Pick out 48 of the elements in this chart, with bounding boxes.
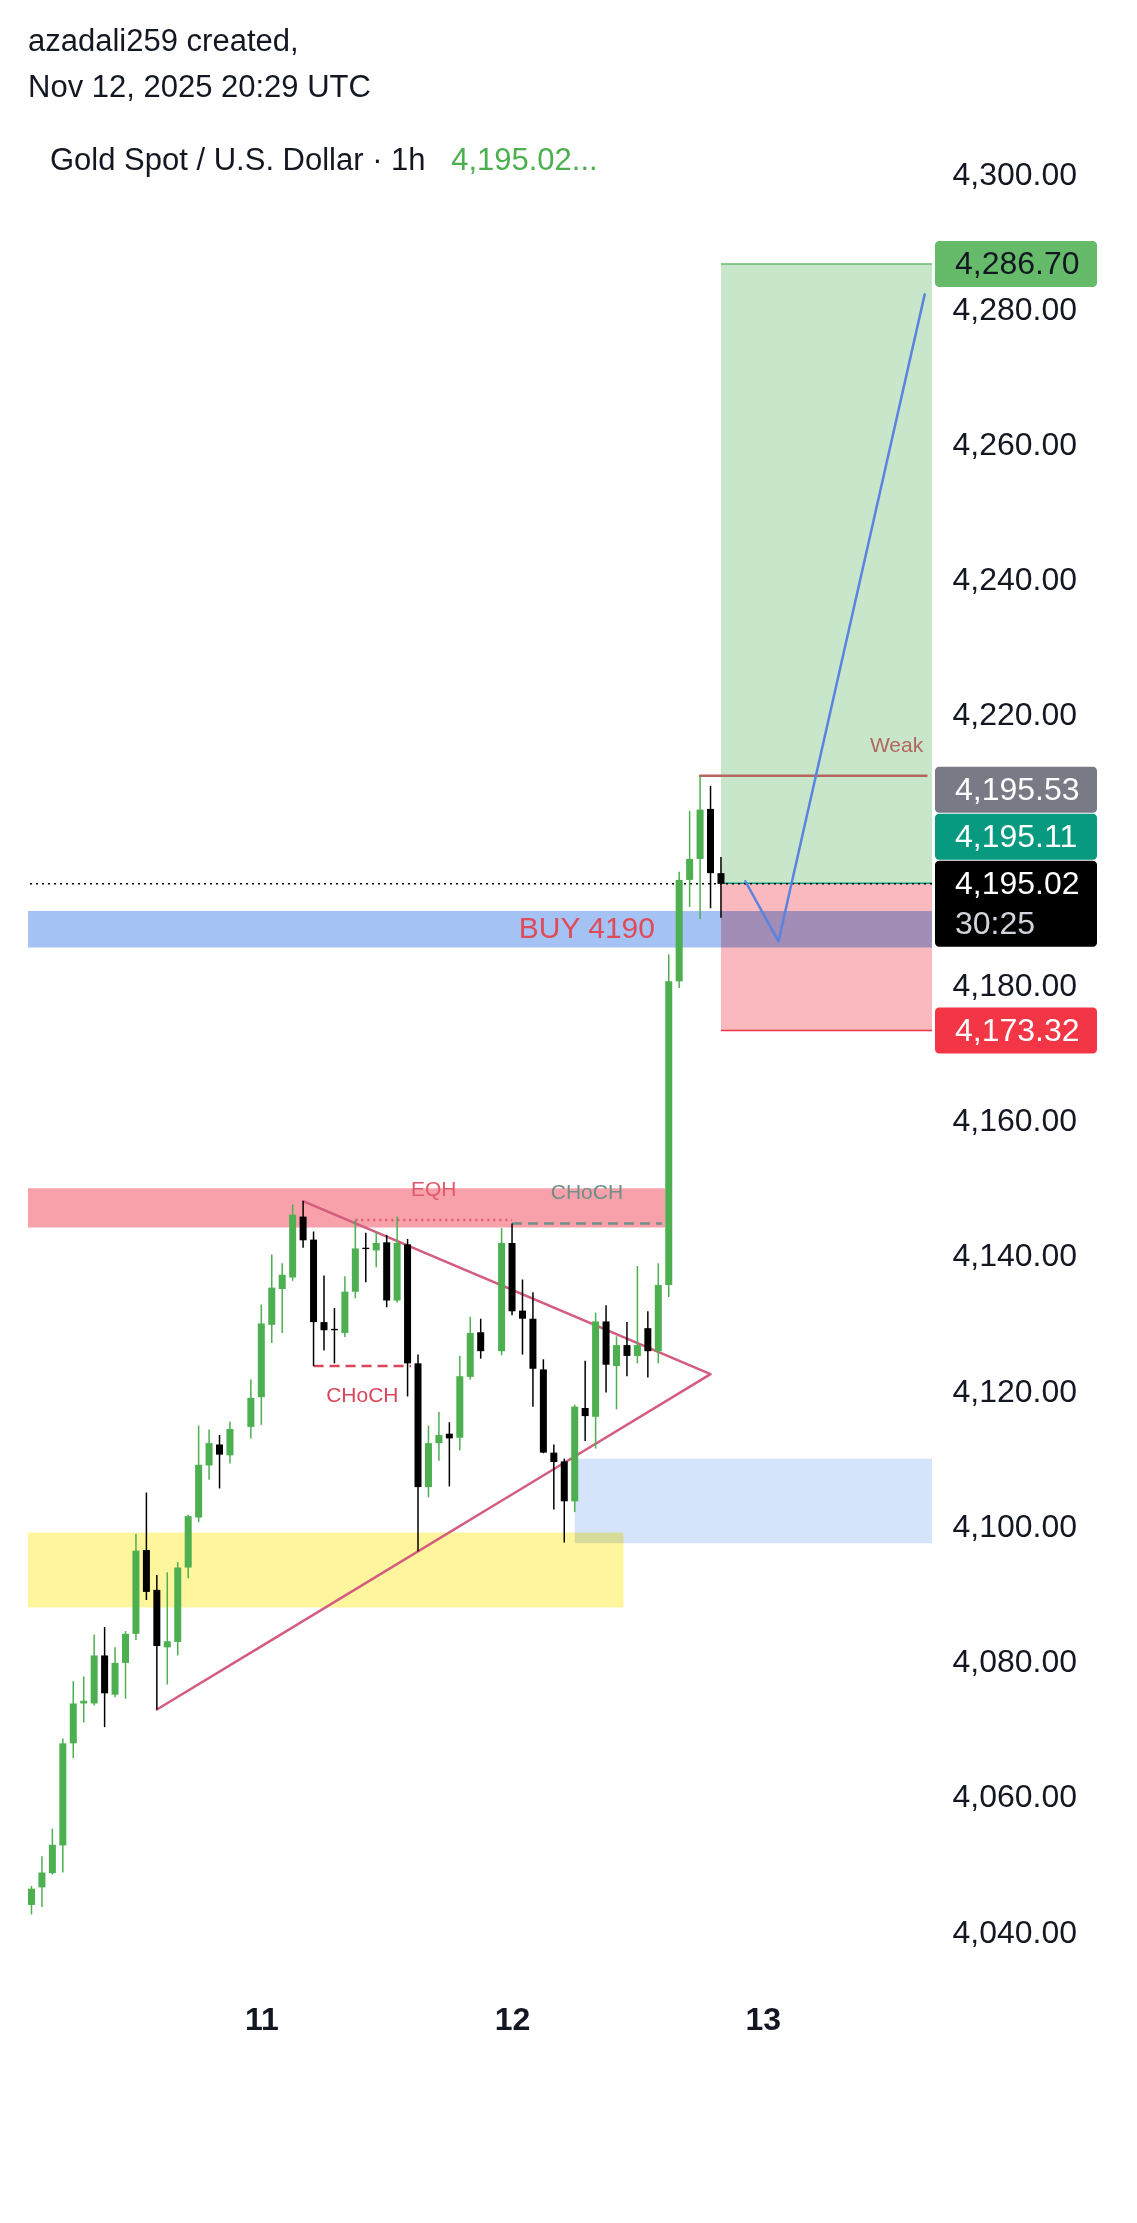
- annotation: 4,195.02...: [451, 142, 598, 177]
- text: 4,195.53: [955, 770, 1080, 807]
- candlestick: [320, 1274, 328, 1352]
- candlestick: [550, 1443, 558, 1511]
- x-tick-label: 11: [244, 2000, 279, 2037]
- candlestick: [644, 1310, 652, 1379]
- y-tick-label: 4,140.00: [952, 1237, 1078, 1274]
- candlestick: [372, 1230, 380, 1269]
- ref-line-label: 4,286.70: [955, 244, 1080, 281]
- series-label: Weak: [869, 732, 924, 756]
- ref-line-label: 4,195.02: [955, 864, 1080, 901]
- candlestick: [27, 1885, 35, 1916]
- y-tick-label: 4,280.00: [952, 290, 1078, 327]
- text: Nov 12, 2025 20:29 UTC: [28, 69, 371, 104]
- y-tick-label: 4,240.00: [952, 561, 1078, 598]
- candlestick: [477, 1317, 485, 1360]
- y-tick-label: 4,120.00: [952, 1372, 1078, 1409]
- candlestick: [623, 1321, 631, 1377]
- candlestick: [38, 1855, 46, 1908]
- y-tick-label: 4,260.00: [952, 425, 1078, 462]
- ref-line-label: 4,195.11: [955, 817, 1078, 854]
- y-tick-label: 4,040.00: [952, 1913, 1078, 1950]
- x-tick-label: 12: [494, 2000, 531, 2037]
- y-tick-label: 4,220.00: [952, 696, 1078, 733]
- candlestick: [205, 1428, 213, 1481]
- chart-title: Gold Spot / U.S. Dollar · 1h: [50, 142, 426, 177]
- y-tick-label: 4,080.00: [952, 1643, 1078, 1680]
- candlestick: [163, 1571, 171, 1686]
- band-label: BUY 4190: [518, 911, 655, 945]
- candlestick: [299, 1200, 307, 1249]
- y-tick-label: 4,160.00: [952, 1102, 1078, 1139]
- candlestick: [633, 1265, 641, 1365]
- y-tick-label: 4,100.00: [952, 1507, 1078, 1544]
- candlestick: [686, 810, 694, 908]
- candlestick: [613, 1335, 621, 1411]
- y-tick-label: 4,300.00: [952, 155, 1078, 192]
- candlestick: [581, 1359, 589, 1442]
- candlestick: [518, 1278, 526, 1356]
- y-tick-label: 4,180.00: [952, 966, 1078, 1003]
- ref-line-label: 4,173.32: [955, 1011, 1080, 1048]
- text: 30:25: [955, 904, 1036, 941]
- y-tick-label: 4,060.00: [952, 1778, 1078, 1815]
- candlestick: [278, 1262, 286, 1334]
- x-tick-label: 13: [745, 2000, 782, 2037]
- text: azadali259 created,: [28, 23, 299, 58]
- candlestick: [216, 1434, 224, 1490]
- candlestick: [435, 1411, 443, 1462]
- series-label: CHoCH: [326, 1383, 399, 1407]
